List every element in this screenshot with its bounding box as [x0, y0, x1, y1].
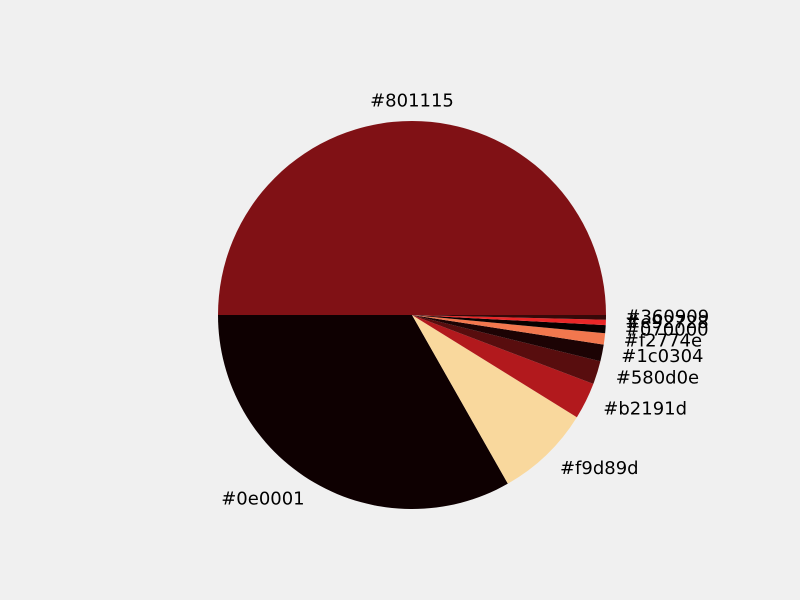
slice-label-b2191d: #b2191d [603, 399, 687, 420]
slice-label-f2774e: #f2774e [624, 330, 702, 351]
pie-slice-580d0e [412, 315, 601, 384]
slice-label-801115: #801115 [370, 91, 454, 112]
slice-label-0e0001: #0e0001 [221, 488, 304, 509]
slice-label-1c0304: #1c0304 [621, 346, 703, 367]
pie-slice-f9d89d [412, 315, 577, 484]
pie-labels: #801115 #0e0001 #f9d89d #b2191d #580d0e#1c03… [221, 91, 709, 510]
slice-label-f9d89d: #f9d89d [560, 458, 639, 479]
pie-slice-f2774e [412, 315, 606, 345]
pie-slice-801115 [218, 121, 606, 315]
pie-slice-e92728 [412, 315, 606, 326]
slice-label-e92728: #e92728 [625, 312, 708, 333]
pie-slice-b2191d [412, 315, 594, 418]
pie-slice-0e0001 [218, 315, 508, 509]
slice-label-580d0e: #580d0e [616, 367, 699, 388]
pie-slices [218, 121, 606, 509]
slice-label-360909: #360909 [625, 307, 709, 328]
slice-label-070000: #070000 [625, 320, 709, 341]
pie-slice-070000 [412, 315, 606, 334]
pie-slice-1c0304 [412, 315, 604, 362]
pie-slice-360909 [412, 315, 606, 320]
